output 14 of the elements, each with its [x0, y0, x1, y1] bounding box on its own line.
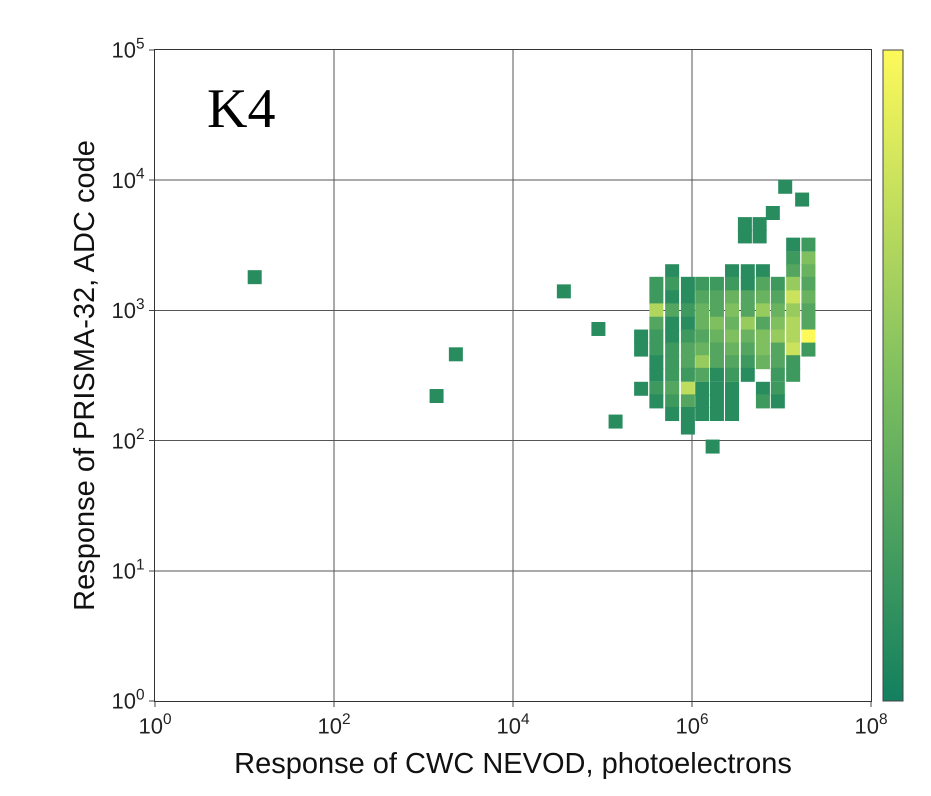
y-tick-label: 10$^{2}$ [112, 426, 145, 454]
y-tick-label: 10$^{5}$ [112, 35, 145, 63]
x-tick-label: 10$^{2}$ [317, 711, 351, 738]
x-axis-title: Response of CWC NEVOD, photoelectrons [234, 748, 792, 780]
x-tick-label: 10$^{4}$ [496, 711, 530, 738]
y-tick-label: 10$^{4}$ [112, 166, 146, 193]
x-tick-label: 10$^{0}$ [138, 711, 172, 738]
y-tick-label: 10$^{0}$ [112, 686, 145, 714]
annotation: K4 [207, 78, 276, 140]
x-tick-label: 10$^{6}$ [675, 711, 709, 738]
x-tick-label: 10$^{8}$ [854, 711, 888, 738]
y-tick-label: 10$^{3}$ [112, 296, 145, 324]
y-axis-title: Response of PRISMA-32, ADC code [68, 140, 101, 611]
y-tick-label: 10$^{1}$ [112, 556, 145, 584]
